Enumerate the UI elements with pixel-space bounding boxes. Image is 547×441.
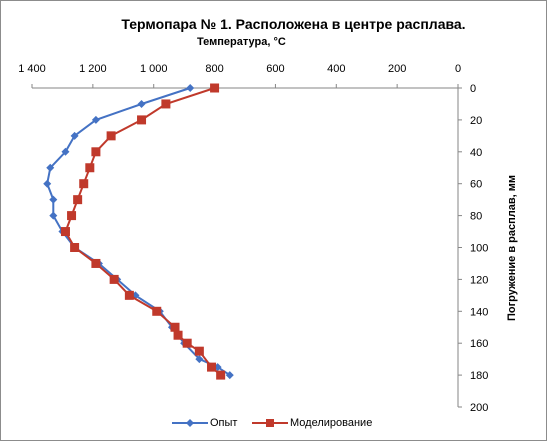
- y-tick-label: 120: [470, 274, 488, 286]
- x-tick-label: 600: [266, 63, 284, 75]
- series-point: [152, 306, 162, 316]
- y-tick-label: 160: [470, 338, 488, 350]
- series-point: [210, 83, 220, 93]
- series-point: [216, 370, 226, 380]
- series-point: [49, 211, 58, 220]
- legend-swatch-experiment: [172, 419, 208, 427]
- series-point: [49, 195, 58, 204]
- y-tick-label: 200: [470, 402, 488, 414]
- series-point: [161, 99, 171, 109]
- x-tick-label: 200: [388, 63, 406, 75]
- chart-title: Термопара № 1. Расположена в центре расп…: [121, 16, 466, 32]
- series-point: [91, 258, 101, 268]
- legend-item-model: Моделирование: [250, 416, 372, 430]
- series-point: [186, 84, 195, 92]
- series-point: [70, 243, 80, 252]
- series-point: [106, 131, 116, 141]
- series-point: [194, 346, 204, 356]
- series-point: [225, 371, 234, 380]
- x-tick-label: 400: [327, 63, 345, 75]
- series-point: [67, 211, 77, 221]
- series-point: [73, 195, 83, 205]
- series-line-0: [46, 87, 231, 376]
- series-point: [61, 147, 70, 156]
- y-tick-label: 100: [470, 243, 488, 255]
- y-tick-label: 20: [470, 115, 482, 127]
- series-point: [124, 290, 134, 300]
- legend-label-model: Моделирование: [290, 417, 373, 429]
- series-point: [79, 179, 89, 189]
- y-tick-label: 60: [470, 179, 482, 191]
- series-point: [46, 163, 55, 172]
- y-tick-label: 180: [470, 370, 488, 382]
- x-tick-label: 0: [455, 63, 461, 75]
- series-point: [207, 362, 217, 372]
- series-point: [182, 338, 192, 348]
- series-point: [195, 355, 204, 364]
- series-point: [173, 330, 183, 340]
- legend-item-experiment: Опыт: [170, 416, 237, 430]
- y-tick-label: 80: [470, 211, 482, 223]
- legend-label-experiment: Опыт: [210, 417, 238, 429]
- series-point: [60, 227, 70, 237]
- y-tick-label: 140: [470, 306, 488, 318]
- series-point: [109, 274, 119, 284]
- series-point: [137, 115, 147, 125]
- series-point: [91, 147, 101, 157]
- x-axis-label: Температура, °С: [197, 36, 286, 48]
- series-line-1: [64, 87, 222, 376]
- x-tick-label: 1 200: [79, 63, 107, 75]
- y-tick-label: 0: [470, 83, 476, 95]
- x-tick-label: 1 400: [18, 63, 46, 75]
- series-point: [170, 322, 180, 332]
- legend-swatch-model: [252, 419, 288, 427]
- series-point: [85, 163, 95, 173]
- legend: Опыт Моделирование: [0, 416, 547, 434]
- x-tick-label: 800: [205, 63, 223, 75]
- y-tick-label: 40: [470, 147, 482, 159]
- series-point: [43, 179, 52, 188]
- series-point: [137, 99, 146, 108]
- x-tick-label: 1 000: [140, 63, 168, 75]
- series-point: [91, 115, 100, 124]
- series-point: [70, 131, 79, 140]
- y-axis-label: Погружение в расплав, мм: [506, 175, 518, 321]
